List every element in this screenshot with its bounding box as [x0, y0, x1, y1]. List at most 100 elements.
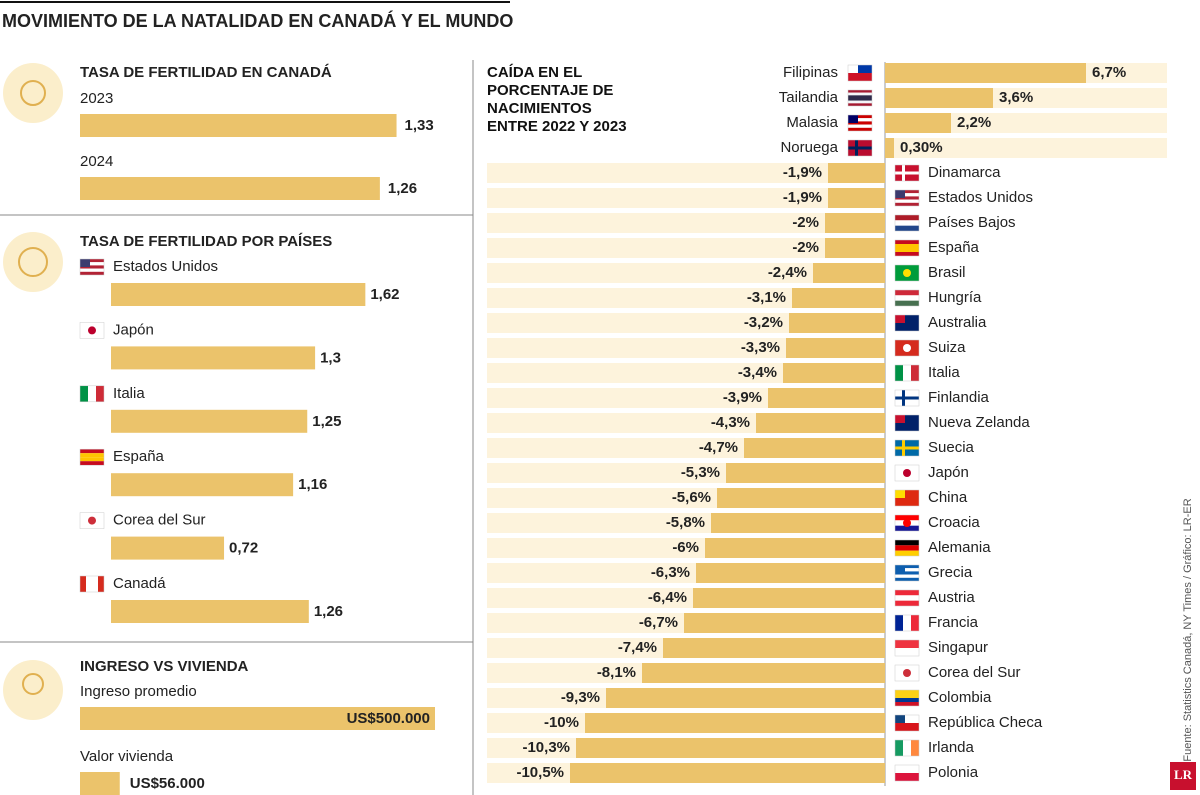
flag — [894, 464, 920, 482]
category-label: Japón — [928, 464, 969, 481]
value-label: 6,7% — [1092, 64, 1126, 81]
category-label: Italia — [928, 364, 960, 381]
bar — [783, 363, 885, 383]
flag — [895, 590, 919, 596]
value-label: -8,1% — [597, 664, 636, 681]
flag — [895, 715, 919, 723]
value-label: 1,26 — [314, 603, 343, 620]
flag — [847, 64, 873, 82]
flag — [895, 540, 919, 546]
flag — [848, 146, 872, 150]
flag — [894, 289, 920, 307]
category-label: Malasia — [786, 114, 838, 131]
bar — [80, 707, 435, 730]
flag — [895, 773, 919, 781]
row-band — [487, 163, 885, 183]
bar — [792, 288, 885, 308]
flag — [894, 339, 920, 357]
row-band — [487, 313, 885, 333]
flag — [79, 448, 105, 466]
chart-title: CAÍDA EN EL PORCENTAJE DE NACIMIENTOS EN… — [487, 64, 627, 135]
flag — [895, 615, 903, 631]
flag — [895, 574, 919, 578]
row-band — [487, 338, 885, 358]
flag — [895, 515, 919, 521]
flag — [895, 190, 905, 198]
flag — [895, 640, 919, 648]
flag — [895, 446, 919, 450]
flag — [895, 550, 919, 556]
value-label: -9,3% — [561, 689, 600, 706]
category-label: Francia — [928, 614, 979, 631]
source: Fuente: Statistics Canadá, NY Times / Gr… — [1182, 498, 1194, 761]
bar — [111, 473, 294, 497]
category-label: Noruega — [780, 139, 838, 156]
flag — [894, 264, 920, 282]
value-label: -7,4% — [618, 639, 657, 656]
row-band — [885, 113, 1167, 133]
flag — [895, 202, 919, 206]
bar — [585, 713, 885, 733]
value-label: -5,3% — [681, 464, 720, 481]
flag — [895, 545, 919, 551]
flag — [895, 295, 919, 301]
chart-title: INGRESO VS VIVIENDA — [80, 658, 249, 675]
value-label: US$500.000 — [347, 710, 430, 727]
category-label: Polonia — [928, 764, 979, 781]
flag — [80, 461, 104, 466]
flag — [895, 193, 919, 197]
category-label: Corea del Sur — [928, 664, 1021, 681]
category-label: Corea del Sur — [113, 512, 206, 529]
flag — [911, 740, 919, 756]
value-label: -3,9% — [723, 389, 762, 406]
bar — [885, 88, 993, 108]
value-label: -1,9% — [783, 189, 822, 206]
flag — [895, 595, 919, 601]
flag — [848, 115, 872, 119]
category-label: Japón — [113, 321, 154, 338]
flag — [88, 385, 96, 402]
flag — [80, 271, 104, 275]
flag — [911, 365, 919, 381]
value-label: 2,2% — [957, 114, 991, 131]
flag — [895, 565, 919, 569]
row-band — [487, 288, 885, 308]
flag — [895, 565, 905, 573]
value-label: -4,7% — [699, 439, 738, 456]
category-label: Irlanda — [928, 739, 975, 756]
chart-title: TASA DE FERTILIDAD EN CANADÁ — [80, 64, 332, 81]
category-label: Finlandia — [928, 389, 990, 406]
category-label: Hungría — [928, 289, 982, 306]
bar — [828, 188, 885, 208]
value-label: 3,6% — [999, 89, 1033, 106]
bar — [663, 638, 885, 658]
value-label: -2,4% — [768, 264, 807, 281]
value-label: -10,3% — [522, 739, 570, 756]
flag — [79, 385, 105, 403]
flag — [848, 103, 872, 106]
category-label: Nueva Zelanda — [928, 414, 1030, 431]
flag — [80, 259, 104, 263]
flag — [895, 571, 919, 575]
row-band — [487, 238, 885, 258]
logo-box — [1170, 762, 1196, 790]
category-label: Alemania — [928, 539, 991, 556]
value-label: -10,5% — [516, 764, 564, 781]
value-label: 1,16 — [298, 476, 327, 493]
category-label: Grecia — [928, 564, 973, 581]
bar — [111, 600, 309, 623]
value-label: -1,9% — [783, 164, 822, 181]
flag — [895, 244, 919, 248]
flag — [80, 259, 90, 267]
value-label: -6,7% — [639, 614, 678, 631]
flag — [895, 215, 919, 221]
category-label: Países Bajos — [928, 214, 1016, 231]
flag — [894, 689, 920, 707]
bar — [696, 563, 885, 583]
flag — [895, 248, 919, 252]
bar — [768, 388, 885, 408]
flag — [895, 568, 919, 572]
category-label: Australia — [928, 314, 987, 331]
flag — [848, 92, 872, 96]
flag — [894, 564, 920, 582]
